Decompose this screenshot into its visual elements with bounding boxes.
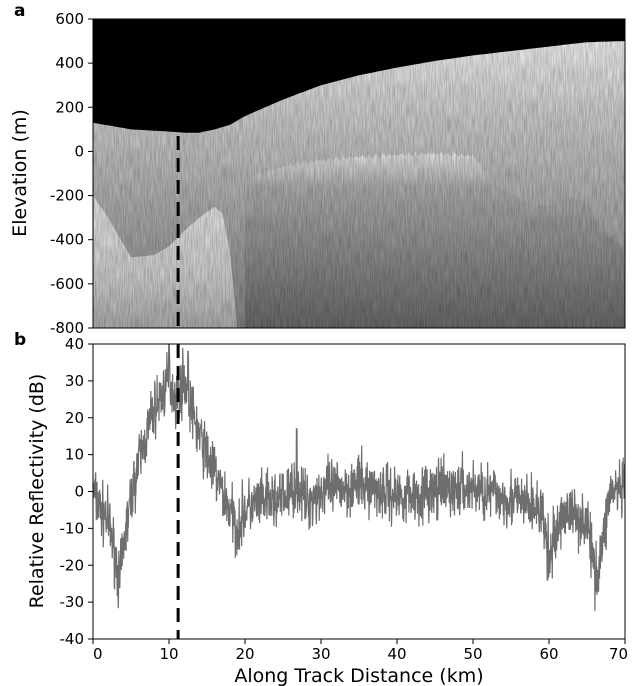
x-axis-label-b: Along Track Distance (km) <box>234 665 483 686</box>
panel-label-a: a <box>14 1 25 21</box>
x-tick-label-b: 20 <box>235 645 254 663</box>
y-tick-label-a: 600 <box>55 10 84 28</box>
x-tick-label-b: 60 <box>539 645 558 663</box>
y-axis-label-b: Relative Reflectivity (dB) <box>26 374 48 609</box>
axes-frame-a <box>92 18 626 329</box>
y-tick-label-a: 400 <box>55 54 84 72</box>
reflectivity-series <box>93 344 625 612</box>
y-tick-label-b: -30 <box>60 593 85 611</box>
x-tick-label-b: 70 <box>609 645 628 663</box>
y-tick-label-a: -600 <box>50 275 84 293</box>
y-tick-label-a: -200 <box>50 187 84 205</box>
x-tick-label-b: 40 <box>387 645 406 663</box>
y-tick-label-b: -40 <box>60 630 85 648</box>
y-tick-label-a: -800 <box>50 319 84 337</box>
y-tick-label-b: -10 <box>60 519 85 537</box>
y-tick-label-b: 10 <box>65 446 84 464</box>
y-axis-label-a: Elevation (m) <box>9 109 31 237</box>
y-tick-label-b: 30 <box>65 372 84 390</box>
y-tick-label-a: -400 <box>50 231 84 249</box>
radar-speckle <box>93 19 625 328</box>
y-tick-label-b: 40 <box>65 335 84 353</box>
x-ticks-b: 0 10 20 30 40 50 60 70 <box>92 639 628 663</box>
y-tick-label-a: 200 <box>55 98 84 116</box>
x-tick-label-b: 0 <box>93 645 103 663</box>
x-tick-label-b: 10 <box>159 645 178 663</box>
y-ticks-a: 600 400 200 0 -200 -400 -600 -800 <box>50 10 93 337</box>
panel-label-b: b <box>14 330 26 350</box>
y-tick-label-b: 0 <box>74 483 84 501</box>
y-tick-label-b: -20 <box>60 556 85 574</box>
radargram-image <box>93 19 625 328</box>
y-tick-label-a: 0 <box>74 142 84 160</box>
radargram-panel: 600 400 200 0 -200 -400 -600 -800 a Elevation (… <box>9 1 626 337</box>
x-tick-label-b: 50 <box>463 645 482 663</box>
y-ticks-b: 40 30 20 10 0 -10 -20 -30 -40 <box>60 335 93 648</box>
x-tick-label-b: 30 <box>311 645 330 663</box>
y-tick-label-b: 20 <box>65 409 84 427</box>
